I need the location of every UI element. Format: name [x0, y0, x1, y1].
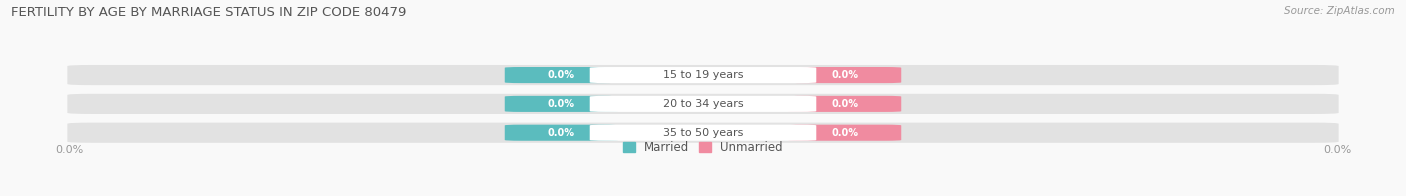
Text: 0.0%: 0.0%: [831, 128, 858, 138]
FancyBboxPatch shape: [787, 125, 901, 141]
FancyBboxPatch shape: [505, 67, 619, 83]
Text: 0.0%: 0.0%: [55, 145, 83, 155]
FancyBboxPatch shape: [787, 67, 901, 83]
Text: 35 to 50 years: 35 to 50 years: [662, 128, 744, 138]
FancyBboxPatch shape: [67, 65, 1339, 85]
FancyBboxPatch shape: [787, 96, 901, 112]
FancyBboxPatch shape: [589, 96, 817, 112]
Text: 20 to 34 years: 20 to 34 years: [662, 99, 744, 109]
Text: 0.0%: 0.0%: [1323, 145, 1351, 155]
FancyBboxPatch shape: [505, 96, 619, 112]
FancyBboxPatch shape: [589, 67, 817, 83]
Text: 0.0%: 0.0%: [831, 70, 858, 80]
Text: 0.0%: 0.0%: [548, 70, 575, 80]
FancyBboxPatch shape: [589, 125, 817, 141]
Text: 0.0%: 0.0%: [548, 99, 575, 109]
Text: 0.0%: 0.0%: [548, 128, 575, 138]
FancyBboxPatch shape: [505, 125, 619, 141]
Legend: Married, Unmarried: Married, Unmarried: [619, 136, 787, 159]
Text: Source: ZipAtlas.com: Source: ZipAtlas.com: [1284, 6, 1395, 16]
Text: FERTILITY BY AGE BY MARRIAGE STATUS IN ZIP CODE 80479: FERTILITY BY AGE BY MARRIAGE STATUS IN Z…: [11, 6, 406, 19]
Text: 0.0%: 0.0%: [831, 99, 858, 109]
Text: 15 to 19 years: 15 to 19 years: [662, 70, 744, 80]
FancyBboxPatch shape: [67, 123, 1339, 143]
FancyBboxPatch shape: [67, 94, 1339, 114]
